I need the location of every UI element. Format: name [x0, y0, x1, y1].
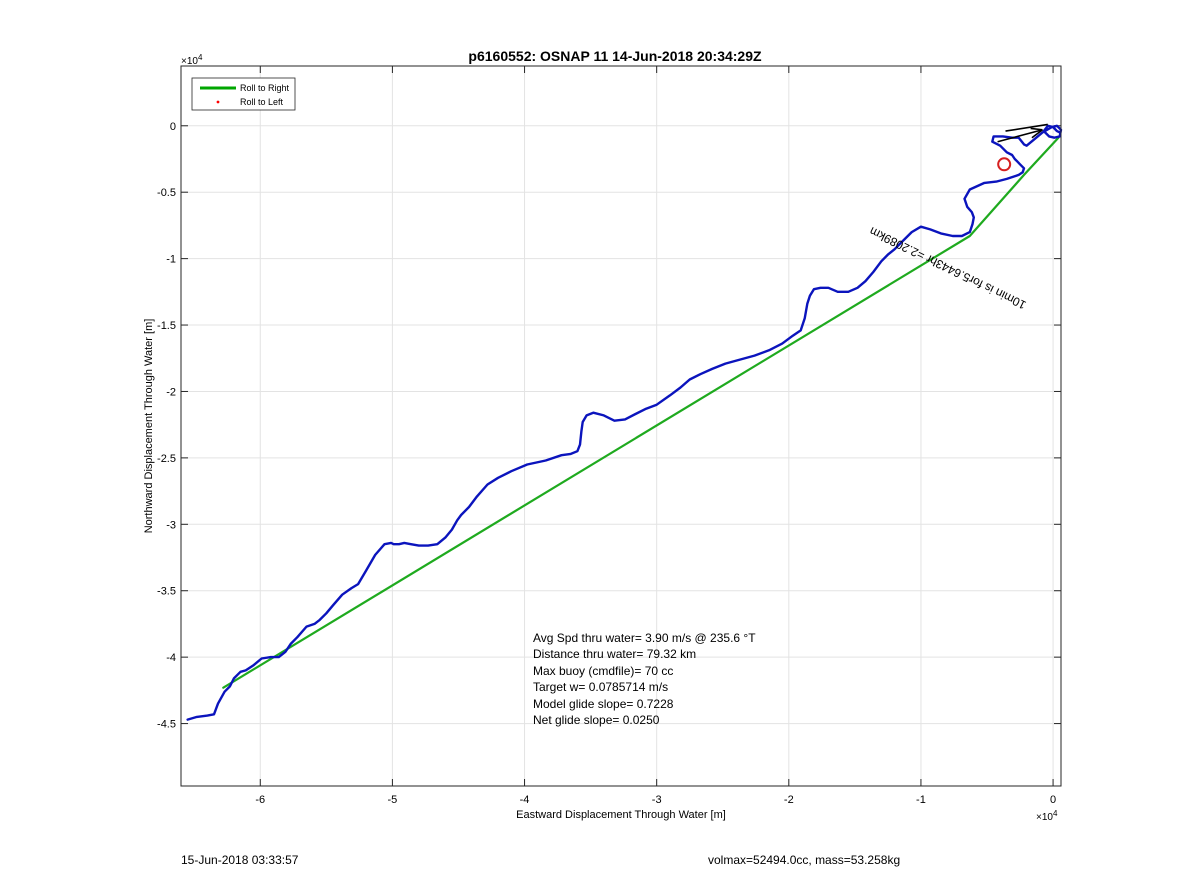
annotation-avg-speed: Avg Spd thru water= 3.90 m/s @ 235.6 °T: [533, 631, 756, 645]
x-exponent-label: ×104: [1036, 809, 1058, 823]
x-tick-labels: -6 -5 -4 -3 -2 -1 0: [255, 794, 1056, 806]
stats-annotations: Avg Spd thru water= 3.90 m/s @ 235.6 °T …: [533, 631, 756, 727]
arrow-head: [1030, 127, 1043, 131]
annotation-distance: Distance thru water= 79.32 km: [533, 647, 696, 661]
annotation-model-glide-slope: Model glide slope= 0.7228: [533, 697, 674, 711]
annotation-target-w: Target w= 0.0785714 m/s: [533, 680, 668, 694]
legend-label-roll-left: Roll to Left: [240, 97, 284, 107]
y-tick-label: -3: [166, 519, 176, 531]
footer-date: 15-Jun-2018 03:33:57: [181, 853, 299, 867]
x-tick-label: -2: [784, 794, 794, 806]
annotation-net-glide-slope: Net glide slope= 0.0250: [533, 713, 660, 727]
y-tick-labels: -4.5 -4 -3.5 -3 -2.5 -2 -1.5 -1 -0.5 0: [157, 121, 176, 731]
annotation-max-buoy: Max buoy (cmdfile)= 70 cc: [533, 664, 673, 678]
legend-dot-roll-left: [216, 100, 220, 104]
end-position-marker: [997, 157, 1012, 172]
y-exponent-label: ×104: [181, 53, 203, 67]
y-axis-label: Northward Displacement Through Water [m]: [143, 319, 155, 534]
x-tick-label: -4: [520, 794, 530, 806]
x-axis-label: Eastward Displacement Through Water [m]: [516, 809, 726, 821]
plot-area: [181, 66, 1061, 786]
y-tick-label: -2.5: [157, 453, 176, 465]
y-tick-label: -1: [166, 254, 176, 266]
arrow-shaft: [1005, 123, 1048, 132]
y-tick-label: -0.5: [157, 187, 176, 199]
y-tick-label: -2: [166, 386, 176, 398]
arrow-shaft: [997, 128, 1043, 143]
legend: Roll to Right Roll to Left: [191, 77, 296, 111]
x-tick-label: -5: [388, 794, 398, 806]
x-tick-label: -3: [652, 794, 662, 806]
arrow-head: [1031, 129, 1043, 139]
y-tick-label: -3.5: [157, 586, 176, 598]
legend-label-roll-right: Roll to Right: [240, 83, 290, 93]
y-tick-label: -1.5: [157, 320, 176, 332]
y-tick-label: -4.5: [157, 719, 176, 731]
series-track-line: [186, 124, 1063, 721]
plot-frame: [180, 65, 1062, 787]
chart-title: p6160552: OSNAP 11 14-Jun-2018 20:34:29Z: [468, 48, 762, 64]
legend-box: [191, 77, 296, 111]
footer-info: volmax=52494.0cc, mass=53.258kg: [708, 853, 901, 867]
y-tick-label: 0: [170, 121, 176, 133]
x-tick-label: -1: [916, 794, 926, 806]
y-tick-label: -4: [166, 652, 176, 664]
x-tick-label: -6: [255, 794, 265, 806]
series-roll-to-right-line: [222, 136, 1060, 689]
grid-lines: [181, 66, 1061, 786]
x-tick-label: 0: [1050, 794, 1056, 806]
